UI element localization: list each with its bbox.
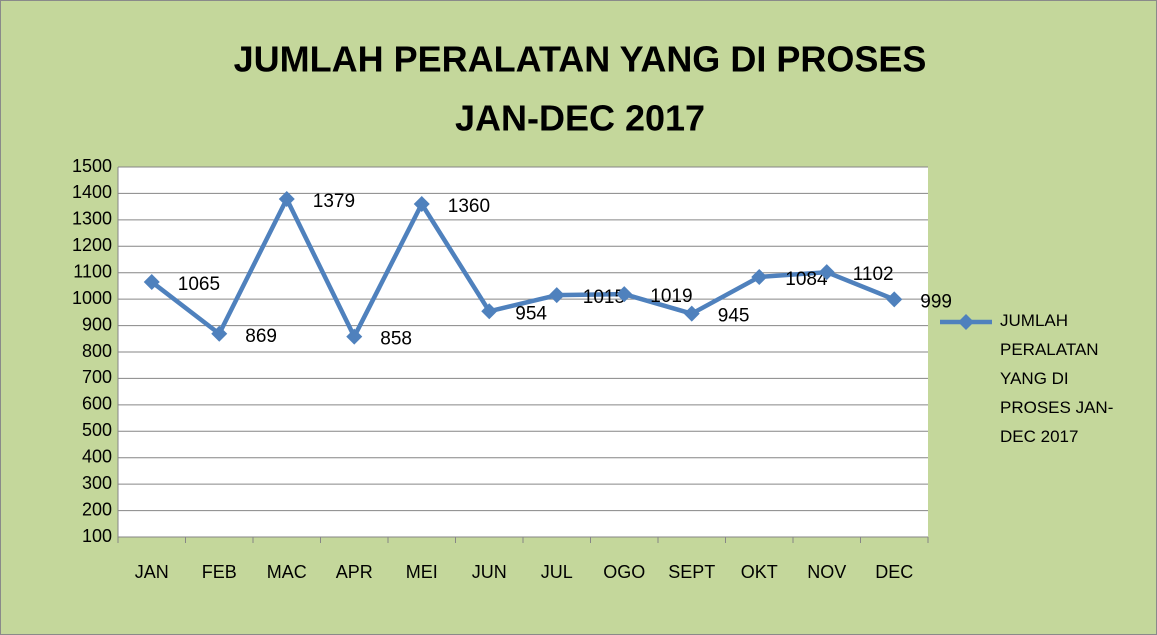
point-marker [278, 190, 295, 207]
data-label: 1360 [448, 196, 490, 217]
y-tick-label: 600 [82, 394, 112, 414]
point-marker [751, 268, 768, 285]
point-marker [211, 325, 228, 342]
x-tick-label: JUN [472, 562, 507, 582]
y-tick-label: 400 [82, 446, 112, 466]
data-label: 954 [515, 303, 547, 324]
y-tick-label: 800 [82, 341, 112, 361]
chart-title: JUMLAH PERALATAN YANG DI PROSES [234, 39, 927, 80]
x-tick-label: APR [336, 562, 373, 582]
point-marker [818, 264, 835, 281]
legend-label: JUMLAH PERALATAN YANG DI PROSES JAN-DEC … [1000, 311, 1114, 446]
legend-marker [958, 314, 974, 330]
point-marker [481, 303, 498, 320]
point-marker [683, 305, 700, 322]
y-tick-label: 1100 [73, 261, 112, 281]
y-tick-label: 1200 [72, 235, 112, 255]
y-tick-label: 300 [82, 473, 112, 493]
data-label: 858 [380, 329, 412, 350]
data-label: 1019 [650, 286, 692, 307]
data-label: 1065 [178, 274, 220, 295]
y-tick-label: 1300 [72, 209, 112, 229]
data-label: 1102 [853, 264, 894, 285]
data-label: 1379 [313, 191, 355, 212]
data-label: 1084 [785, 269, 828, 290]
y-tick-label: 1500 [72, 156, 112, 176]
point-marker [413, 196, 430, 212]
data-label: 945 [718, 306, 750, 327]
data-label: 999 [920, 291, 952, 312]
x-tick-label: MEI [406, 562, 438, 582]
x-tick-label: MAC [267, 562, 307, 582]
y-tick-label: 1400 [72, 182, 112, 202]
point-marker [548, 287, 565, 304]
x-tick-label: OKT [741, 562, 778, 582]
line-series [150, 196, 896, 339]
x-tick-label: DEC [875, 562, 913, 582]
y-tick-label: 200 [82, 499, 112, 519]
point-marker [886, 291, 903, 308]
x-tick-label: JUL [541, 562, 573, 582]
y-tick-label: 900 [82, 314, 112, 334]
point-marker [616, 286, 633, 303]
data-label: 869 [245, 326, 277, 347]
point-marker [346, 328, 363, 345]
point-marker [143, 273, 160, 290]
x-tick-label: OGO [603, 562, 645, 582]
y-tick-label: 1000 [72, 288, 112, 308]
data-label: 1015 [583, 287, 625, 308]
x-tick-label: JAN [135, 562, 169, 582]
x-tick-label: NOV [807, 562, 846, 582]
x-tick-label: FEB [202, 562, 237, 582]
y-tick-label: 100 [82, 526, 112, 546]
y-tick-label: 700 [82, 367, 112, 387]
x-tick-label: SEPT [668, 562, 715, 582]
y-tick-label: 500 [82, 420, 112, 440]
chart-title: JAN-DEC 2017 [455, 98, 705, 139]
